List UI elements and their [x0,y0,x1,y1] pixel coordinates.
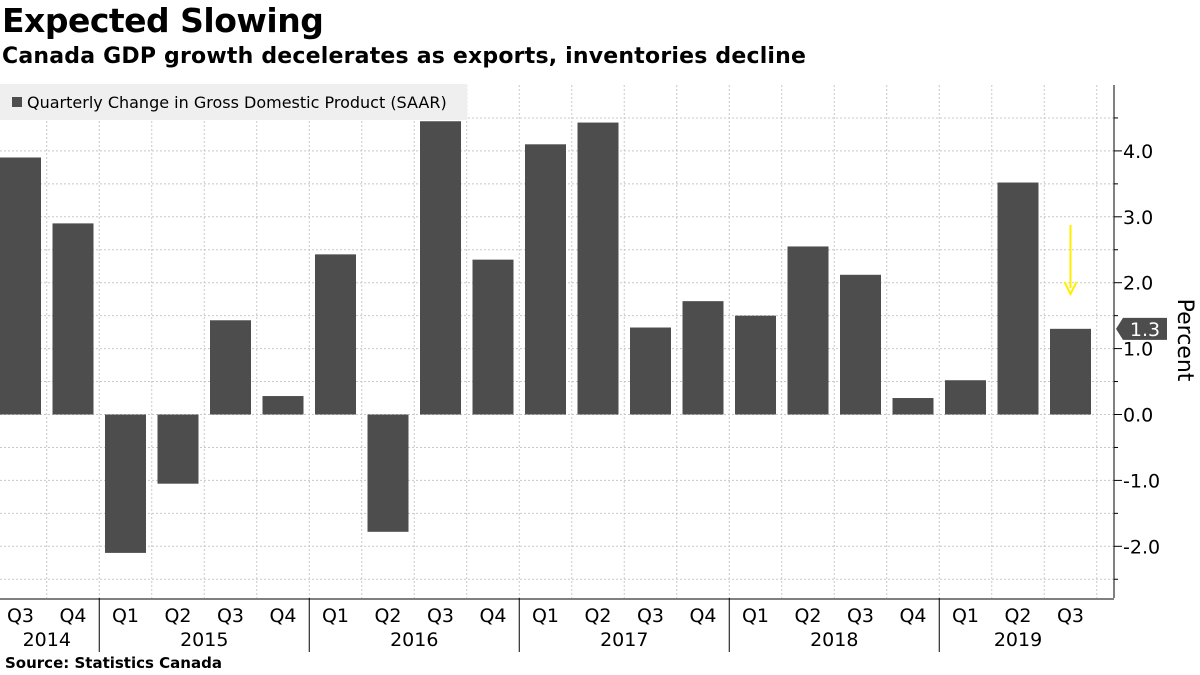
bar-q3-20 [1050,328,1091,415]
x-tick-label: Q4 [899,605,926,627]
legend: Quarterly Change in Gross Domestic Produ… [0,84,467,120]
y-tick-label: 3.0 [1123,207,1153,229]
chart-subtitle: Canada GDP growth decelerates as exports… [2,44,807,69]
bar-q3-12 [630,327,671,415]
bar-q4-13 [682,301,724,415]
arrow-head [1063,281,1078,297]
x-tick-label: Q2 [584,605,611,627]
bar-q2-15 [787,246,829,415]
year-label: 2017 [600,629,648,651]
x-tick-label: Q1 [322,605,349,627]
x-tick-label: Q3 [637,605,664,627]
x-tick-label: Q1 [532,605,559,627]
year-label: 2016 [390,629,438,651]
bar-q2-7 [367,414,409,532]
bar-q1-2 [105,414,146,553]
year-label: 2019 [994,629,1042,651]
y-tick-label: 4.0 [1123,141,1153,163]
y-tick-label: 0.0 [1123,405,1153,427]
y-tick-label: -2.0 [1123,536,1160,558]
x-tick-label: Q2 [164,605,191,627]
bar-q1-18 [945,380,986,415]
x-tick-label: Q3 [847,605,874,627]
x-tick-label: Q3 [1057,605,1084,627]
x-tick-label: Q2 [794,605,821,627]
x-tick-label: Q3 [217,605,244,627]
x-tick-label: Q3 [7,605,34,627]
bar-q2-19 [997,182,1039,415]
bar-q3-0 [0,157,41,415]
bar-q2-3 [157,414,199,484]
last-value-box [1116,317,1167,340]
x-tick-label: Q1 [952,605,979,627]
x-tick-label: Q4 [59,605,86,627]
bar-q4-9 [472,259,514,415]
x-tick-label: Q3 [427,605,454,627]
bar-q3-16 [840,274,881,415]
bar-q4-17 [892,398,934,415]
bar-q1-14 [735,315,776,415]
legend-label: Quarterly Change in Gross Domestic Produ… [27,92,447,112]
y-tick-label: 1.0 [1123,339,1153,361]
y-tick-label: -1.0 [1123,470,1160,492]
year-label: 2014 [23,629,71,651]
x-tick-label: Q4 [479,605,506,627]
bar-q2-11 [577,122,619,415]
bar-q3-8 [420,121,461,415]
year-label: 2015 [180,629,228,651]
year-label: 2018 [810,629,858,651]
x-tick-label: Q2 [374,605,401,627]
bar-q4-1 [52,223,94,415]
x-tick-label: Q4 [689,605,716,627]
last-value-label: 1.3 [1130,319,1160,341]
bar-q3-4 [210,320,251,415]
y-tick-label: 2.0 [1123,273,1153,295]
chart-title: Expected Slowing [2,1,324,40]
legend-swatch [12,97,22,107]
x-tick-label: Q1 [742,605,769,627]
bar-q4-5 [262,396,304,415]
x-tick-label: Q2 [1004,605,1031,627]
y-axis-title: Percent [1172,299,1197,382]
x-tick-label: Q4 [269,605,296,627]
x-tick-label: Q1 [112,605,139,627]
bar-q1-10 [525,144,566,415]
bar-q1-6 [315,254,356,415]
source-note: Source: Statistics Canada [5,654,222,672]
